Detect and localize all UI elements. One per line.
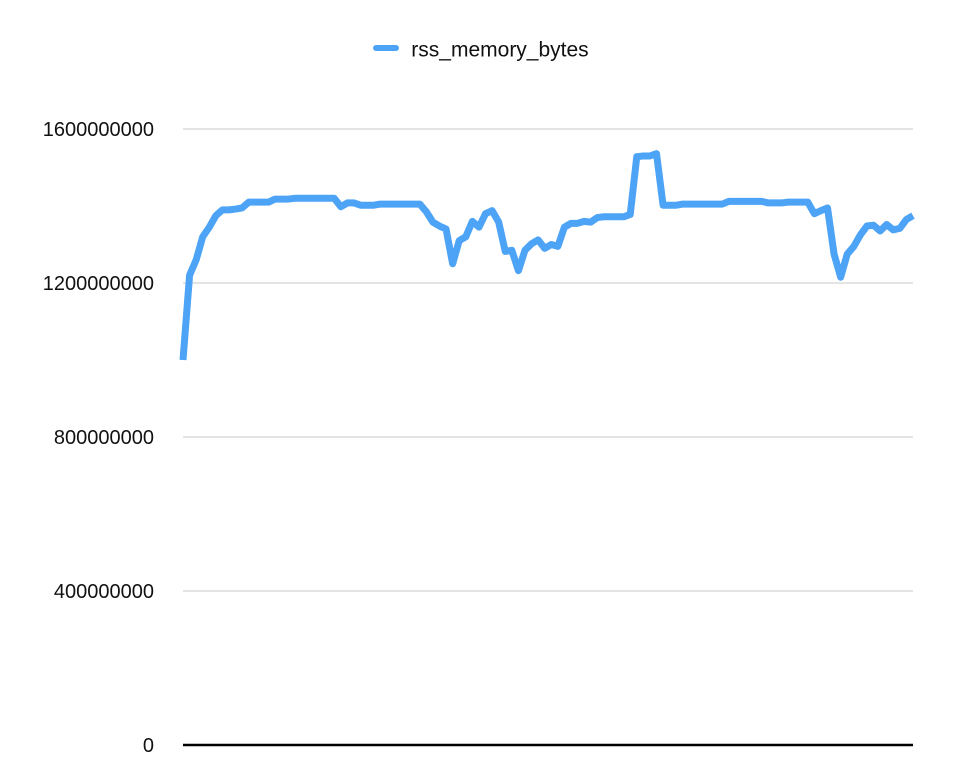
legend: rss_memory_bytes <box>0 38 962 62</box>
legend-swatch <box>373 45 400 52</box>
y-tick-label: 1600000000 <box>43 119 154 141</box>
y-tick-label: 400000000 <box>54 581 154 603</box>
legend-label: rss_memory_bytes <box>411 38 589 62</box>
y-tick-label: 0 <box>143 735 154 757</box>
y-tick-label: 800000000 <box>54 427 154 449</box>
series-line <box>179 150 915 361</box>
y-tick-label: 1200000000 <box>43 273 154 295</box>
